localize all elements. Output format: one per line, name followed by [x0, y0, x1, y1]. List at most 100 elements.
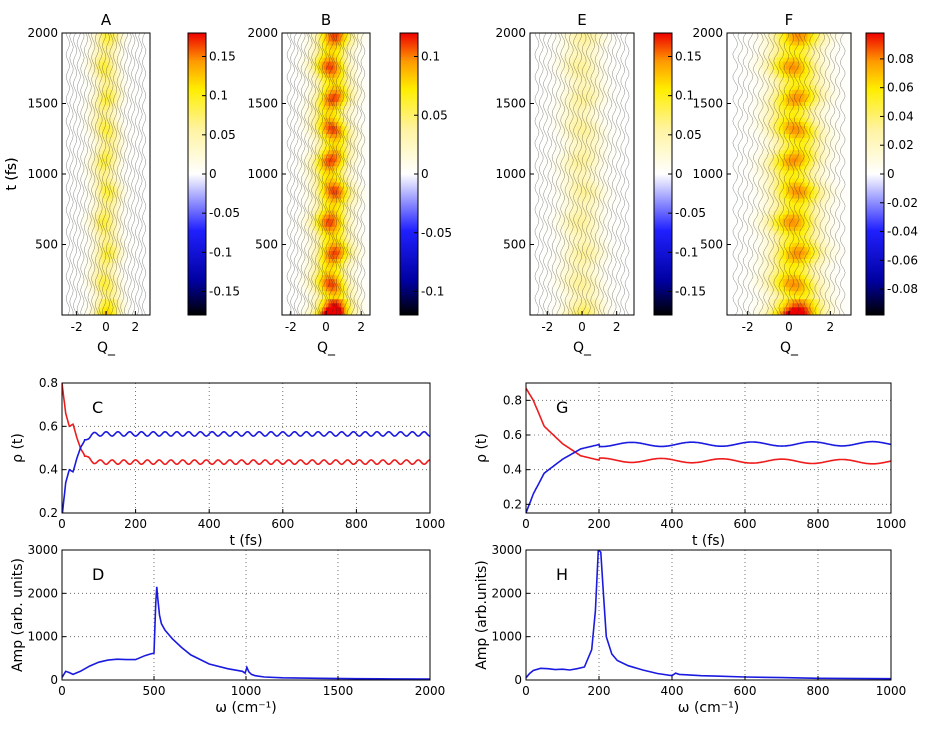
- heat-cell: [147, 169, 151, 175]
- heat-cell: [92, 174, 96, 179]
- heat-cell: [81, 182, 85, 187]
- heat-cell: [62, 278, 65, 284]
- heat-cell: [62, 266, 65, 272]
- heat-cell: [295, 302, 298, 308]
- heat-cell: [365, 278, 369, 284]
- heat-cell: [75, 169, 78, 175]
- heat-cell: [75, 182, 78, 187]
- heat-cell: [301, 274, 305, 280]
- heat-cell: [110, 93, 113, 98]
- heat-cell: [288, 274, 292, 280]
- heat-cell: [136, 53, 140, 58]
- heat-cell: [66, 214, 69, 219]
- heat-cell: [321, 246, 325, 251]
- heat-cell: [125, 89, 129, 94]
- heat-cell: [312, 278, 316, 284]
- heat-cell: [86, 121, 89, 127]
- heat-cell: [121, 109, 124, 114]
- heat-cell: [282, 298, 285, 304]
- heat-cell: [70, 238, 74, 243]
- heat-cell: [354, 262, 358, 268]
- contour-line: [91, 32, 96, 316]
- heat-cell: [77, 93, 80, 98]
- heat-cell: [66, 141, 69, 147]
- heat-cell: [315, 270, 318, 276]
- heat-cell: [147, 282, 151, 288]
- heat-cell: [297, 274, 300, 280]
- heat-cell: [75, 174, 78, 179]
- heat-cell: [284, 290, 287, 296]
- heat-cell: [334, 290, 338, 296]
- heat-cell: [125, 274, 129, 280]
- heat-cell: [145, 105, 149, 110]
- heat-cell: [145, 270, 149, 276]
- heat-cell: [99, 129, 102, 135]
- heat-cell: [117, 238, 120, 243]
- heat-cell: [117, 294, 120, 300]
- heat-cell: [62, 41, 65, 46]
- heat-cell: [132, 214, 135, 219]
- heat-cell: [125, 53, 129, 58]
- heat-cell: [84, 57, 87, 62]
- heat-cell: [112, 298, 116, 304]
- heat-cell: [103, 153, 107, 159]
- heat-cell: [286, 262, 289, 268]
- heat-cell: [110, 258, 113, 264]
- heat-cell: [121, 65, 124, 70]
- heat-cell: [101, 69, 105, 74]
- heat-cell: [108, 262, 111, 268]
- heat-cell: [141, 65, 144, 70]
- y-tick-label: 1000: [27, 167, 58, 181]
- heat-cell: [95, 282, 98, 288]
- heat-cell: [332, 242, 336, 247]
- heat-cell: [132, 117, 135, 123]
- heat-cell: [62, 274, 65, 280]
- heat-cell: [81, 274, 85, 280]
- heat-cell: [90, 286, 94, 292]
- heat-cell: [332, 270, 336, 276]
- heat-cell: [119, 77, 122, 82]
- heat-cell: [114, 109, 118, 114]
- heat-cell: [84, 258, 87, 264]
- heat-cell: [112, 41, 116, 46]
- heat-cell: [330, 262, 333, 268]
- heat-cell: [306, 234, 309, 239]
- heat-cell: [70, 145, 74, 151]
- heat-cell: [90, 113, 94, 118]
- heat-cell: [84, 145, 87, 151]
- heat-cell: [356, 286, 360, 292]
- heat-cell: [84, 286, 87, 292]
- heat-cell: [112, 302, 116, 308]
- heat-cell: [147, 306, 151, 312]
- heat-cell: [312, 262, 316, 268]
- heat-cell: [99, 153, 102, 159]
- heat-cell: [323, 306, 327, 312]
- heat-cell: [88, 73, 91, 78]
- heat-cell: [139, 266, 142, 272]
- heat-cell: [365, 274, 369, 280]
- heat-cell: [321, 310, 325, 316]
- heat-cell: [79, 105, 83, 110]
- heat-cell: [114, 230, 118, 235]
- heat-cell: [132, 226, 135, 231]
- heat-cell: [84, 73, 87, 78]
- heat-cell: [308, 306, 311, 312]
- heat-cell: [139, 37, 142, 42]
- heat-cell: [99, 57, 102, 62]
- heat-cell: [128, 278, 131, 284]
- heat-cell: [117, 266, 120, 272]
- heat-cell: [68, 133, 72, 139]
- heat-cell: [132, 105, 135, 110]
- heat-cell: [145, 302, 149, 308]
- heat-cell: [68, 81, 72, 86]
- heat-cell: [90, 178, 94, 183]
- heat-cell: [114, 178, 118, 183]
- heat-cell: [123, 290, 127, 296]
- heat-cell: [62, 186, 65, 191]
- heat-cell: [308, 234, 311, 239]
- heat-cell: [143, 302, 146, 308]
- heat-cell: [77, 169, 80, 175]
- heat-cell: [352, 290, 355, 296]
- heat-cell: [284, 282, 287, 288]
- heat-cell: [64, 161, 67, 167]
